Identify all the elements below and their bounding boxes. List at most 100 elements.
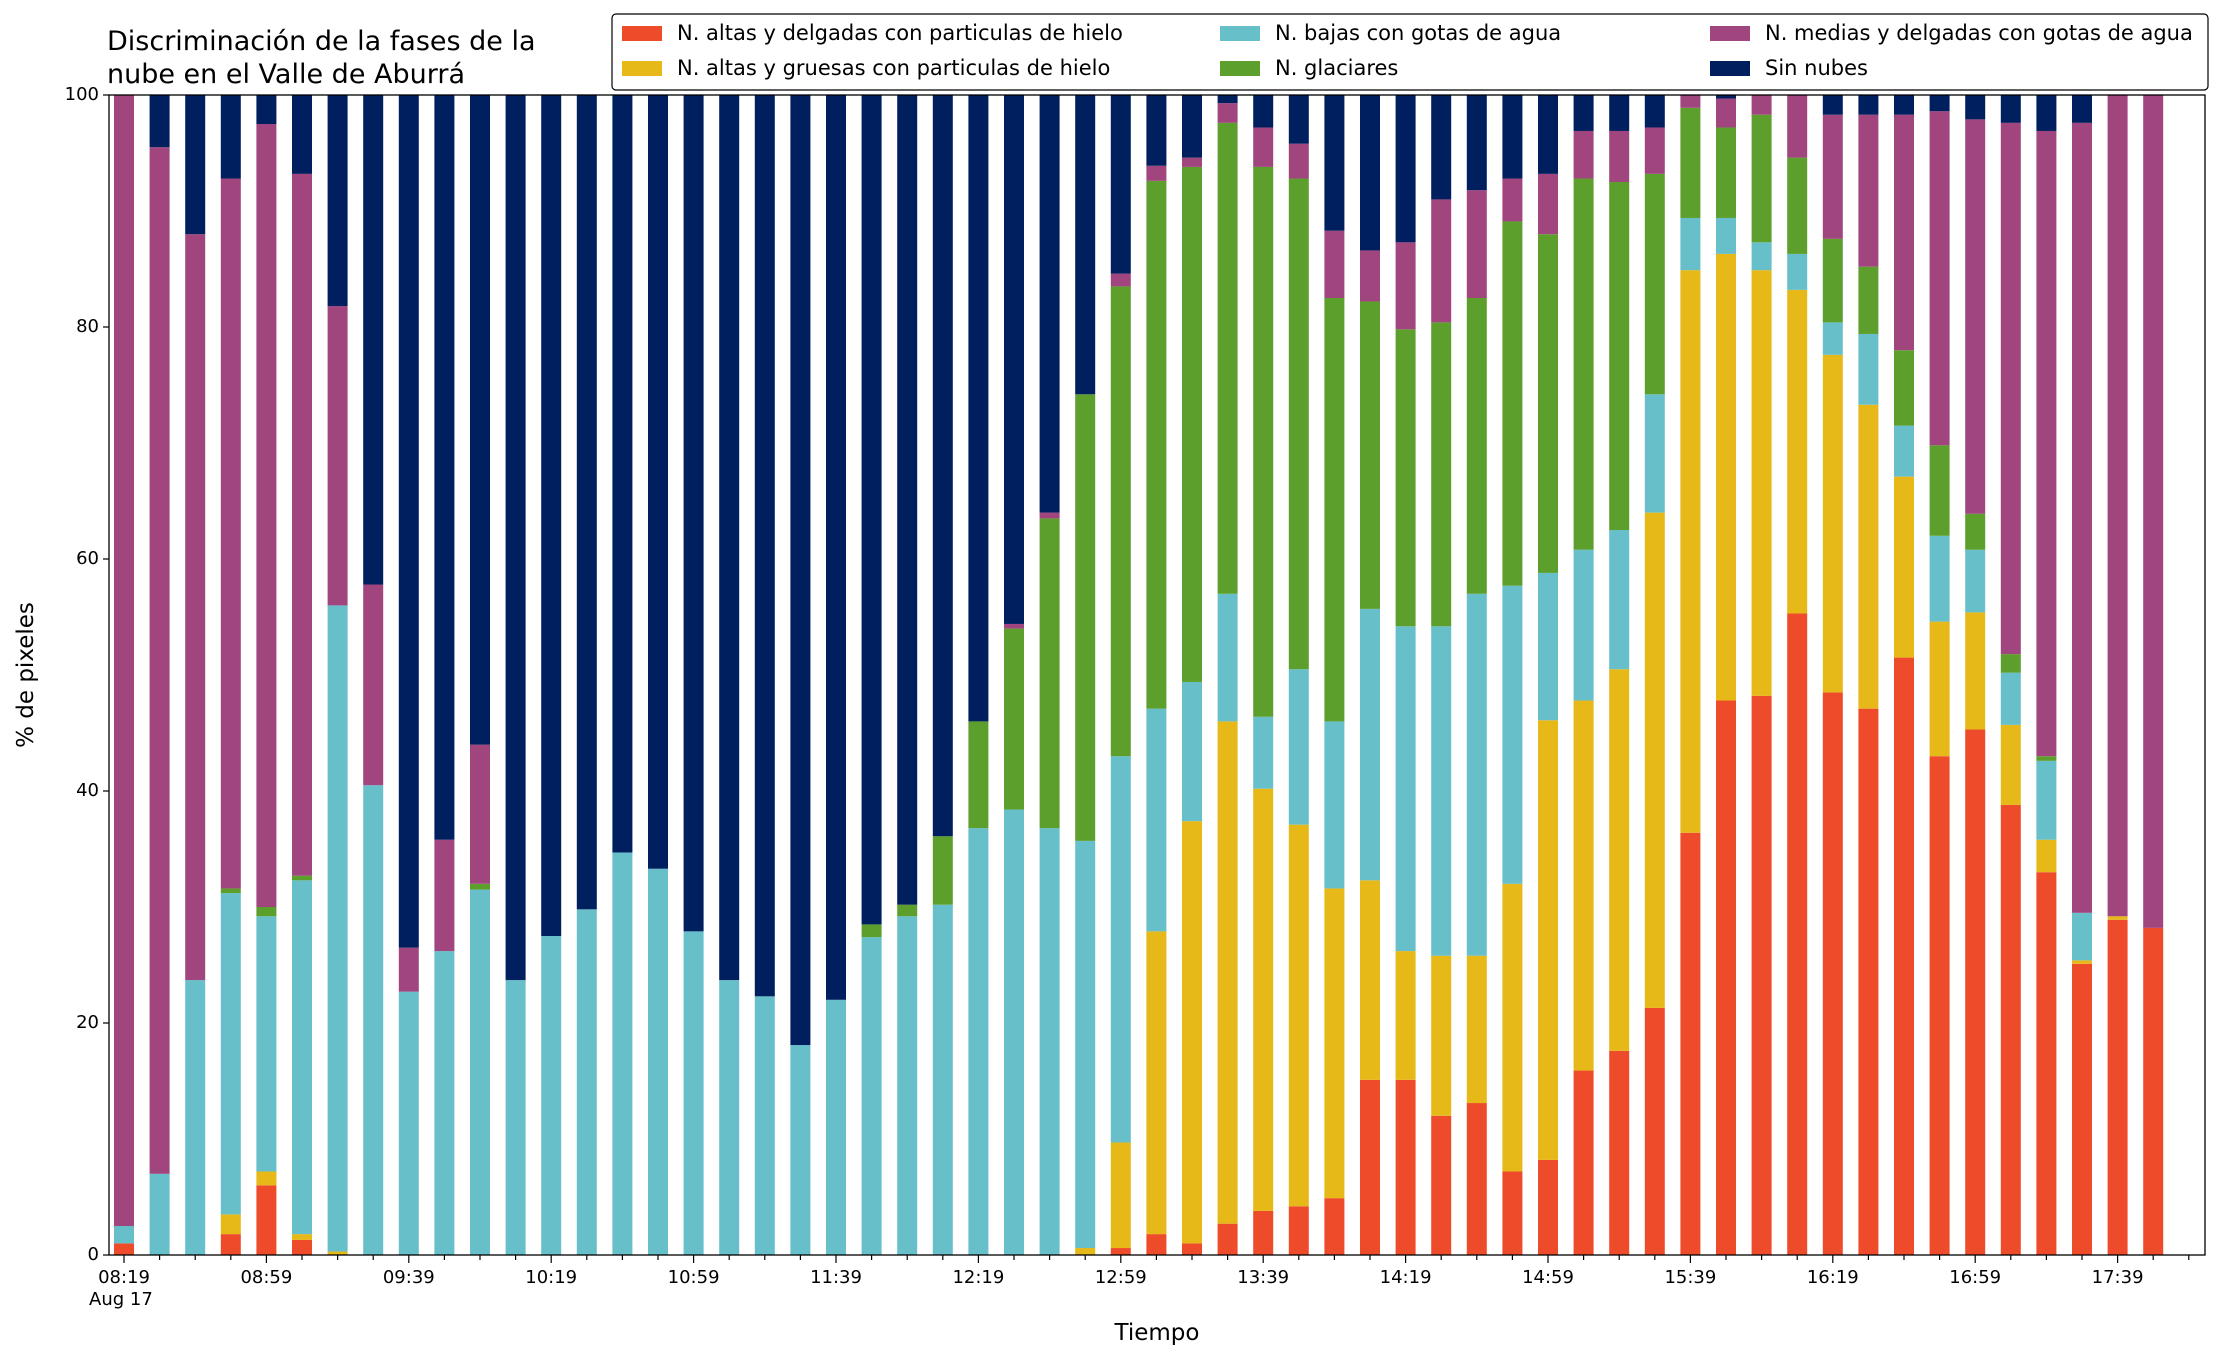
x-tick-label: 12:19 <box>952 1267 1004 1288</box>
bar-segment <box>1502 585 1523 884</box>
plot-frame <box>108 94 2206 1256</box>
legend-label: N. altas y delgadas con particulas de hi… <box>677 21 1123 45</box>
bar-segment <box>1395 95 1416 243</box>
bar-segment <box>1573 700 1594 1071</box>
bar-segment <box>1929 95 1950 112</box>
legend-box <box>611 13 2209 91</box>
bar-segment <box>1822 692 1843 1255</box>
bar-segment <box>1110 95 1131 274</box>
bar-segment <box>256 95 277 124</box>
bar-segment <box>790 95 811 1046</box>
bar-segment <box>612 852 633 1255</box>
bar-segment <box>1716 98 1736 128</box>
bar-segment <box>1182 157 1202 167</box>
bar-segment <box>1288 824 1309 1207</box>
bar-segment <box>363 95 384 585</box>
bar-segment <box>256 1185 277 1255</box>
chart-title: Discriminación de la fases de la <box>107 26 536 57</box>
bar-segment <box>2072 963 2092 1255</box>
bar-segment <box>1466 190 1487 298</box>
bar-segment <box>826 95 846 1000</box>
x-tick-label: 15:39 <box>1664 1267 1716 1288</box>
bar-segment <box>1929 445 1950 536</box>
bar-segment <box>363 785 384 1255</box>
bar-segment <box>2036 839 2057 873</box>
bar-segment <box>1360 250 1380 302</box>
bar-segment <box>1894 114 1914 351</box>
bar-segment <box>1075 394 1096 841</box>
bar-segment <box>1965 729 1986 1255</box>
bar-segment <box>1253 127 1274 167</box>
bar-segment <box>1288 669 1309 825</box>
bar-segment <box>1324 230 1345 298</box>
bar-segment <box>1253 1210 1274 1255</box>
bar-segment <box>114 1243 134 1255</box>
bar-segment <box>1680 107 1701 218</box>
bar-segment <box>541 95 562 936</box>
bar-segment <box>1182 166 1202 682</box>
bar-segment <box>1502 95 1523 179</box>
bar-segment <box>1573 95 1594 131</box>
bar-segment <box>861 924 882 938</box>
bar-segment <box>1217 103 1238 123</box>
bar-segment <box>1039 512 1060 519</box>
bar-segment <box>2143 927 2164 1255</box>
bar-segment <box>1395 626 1416 952</box>
y-tick-label: 100 <box>65 84 99 105</box>
bar-segment <box>1004 628 1024 810</box>
bar-segment <box>932 95 953 837</box>
bar-segment <box>2000 95 2021 123</box>
bar-segment <box>1929 535 1950 622</box>
bar-segment <box>1502 1171 1523 1255</box>
bar-segment <box>1253 166 1274 717</box>
bar-segment <box>1502 221 1523 586</box>
bar-segment <box>1929 621 1950 757</box>
bar-segment <box>1324 1198 1345 1255</box>
bar-segment <box>292 173 312 876</box>
bar-segment <box>1039 828 1060 1255</box>
bar-segment <box>1644 127 1665 174</box>
bar-segment <box>1110 1248 1131 1255</box>
bar-segment <box>2000 804 2021 1255</box>
bar-segment <box>932 836 953 905</box>
bar-segment <box>1253 716 1274 789</box>
bar-segment <box>2000 122 2021 655</box>
legend-swatch <box>1220 61 1260 76</box>
bar-segment <box>1573 130 1594 179</box>
bar-segment <box>861 937 882 1255</box>
bar-segment <box>648 868 668 1255</box>
bar-segment <box>1787 95 1808 158</box>
bar-segment <box>861 95 882 925</box>
bar-segment <box>1644 95 1665 128</box>
bar-segment <box>2072 912 2092 961</box>
chart-title: nube en el Valle de Aburrá <box>107 59 465 90</box>
x-tick-label: 14:19 <box>1380 1267 1432 1288</box>
bar-segment <box>1609 669 1630 1051</box>
bar-segment <box>1716 127 1736 218</box>
bar-segment <box>185 980 206 1255</box>
legend-label: Sin nubes <box>1765 56 1868 80</box>
bar-segment <box>1894 657 1914 1255</box>
bar-segment <box>327 306 348 606</box>
bar-segment <box>292 95 312 174</box>
bar-segment <box>612 95 633 853</box>
bar-segment <box>1431 955 1452 1116</box>
bar-segment <box>1217 721 1238 1224</box>
bar-segment <box>1360 301 1380 609</box>
bar-segment <box>1929 756 1950 1255</box>
bar-segment <box>1680 832 1701 1255</box>
x-tick-label: 13:39 <box>1237 1267 1289 1288</box>
bar-segment <box>1538 95 1558 174</box>
x-tick-label: 10:19 <box>525 1267 577 1288</box>
bar-segment <box>1751 695 1772 1255</box>
bar-segment <box>1716 95 1736 99</box>
bar-segment <box>1431 626 1452 956</box>
bar-segment <box>1075 1248 1096 1255</box>
bar-segment <box>398 95 419 948</box>
bar-segment <box>1395 951 1416 1080</box>
bar-segment <box>256 916 277 1172</box>
bar-segment <box>292 880 312 1235</box>
bar-segment <box>1787 253 1808 290</box>
bar-segment <box>1965 513 1986 550</box>
bar-segment <box>327 95 348 307</box>
